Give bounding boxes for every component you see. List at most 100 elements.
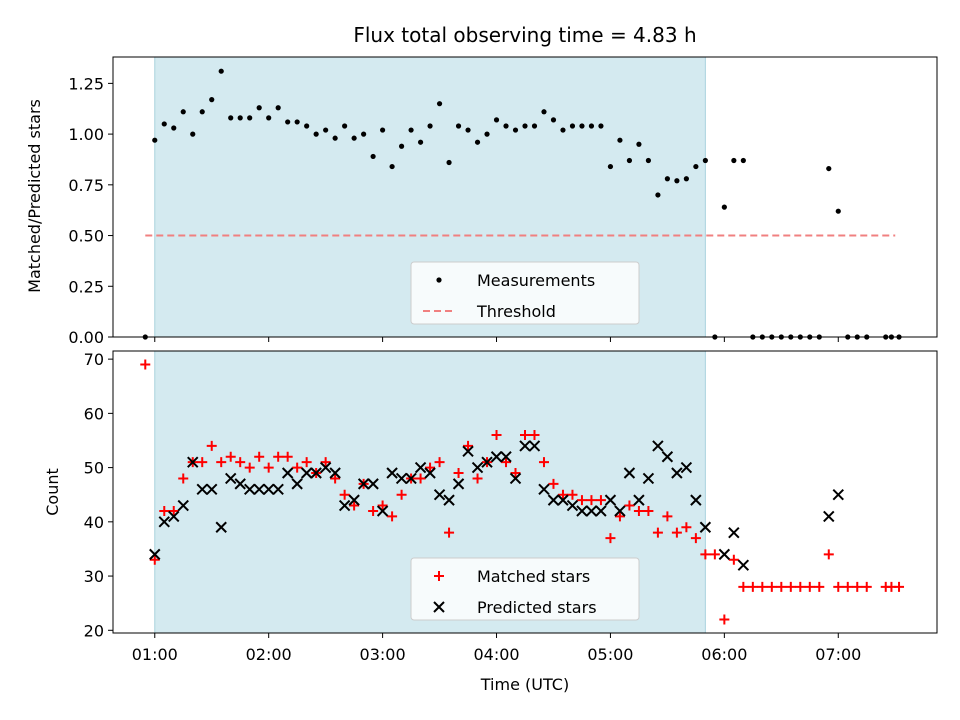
data-point (569, 123, 576, 129)
data-point (361, 131, 367, 137)
data-point (528, 440, 541, 452)
data-point (690, 533, 701, 544)
data-point (643, 505, 654, 516)
data-point (272, 483, 284, 495)
data-point (661, 451, 674, 463)
data-point (275, 105, 281, 111)
data-point (633, 505, 644, 516)
legend-entry: Threshold (423, 302, 556, 321)
x-axis-label: Time (UTC) (480, 675, 569, 694)
data-point (740, 157, 746, 164)
data-point (367, 478, 379, 490)
data-point (598, 123, 604, 129)
data-point (357, 478, 370, 490)
data-point (180, 109, 186, 115)
data-point (607, 163, 614, 170)
data-point (579, 123, 585, 129)
data-point (168, 505, 179, 516)
data-point (199, 109, 205, 115)
data-point (395, 472, 408, 485)
data-point (548, 478, 559, 489)
data-point (377, 500, 388, 511)
data-point (557, 489, 568, 500)
data-point (425, 462, 436, 473)
data-point (273, 451, 284, 462)
data-point (370, 153, 376, 160)
data-point (408, 127, 414, 133)
data-point (171, 125, 177, 131)
legend: Measurements Threshold (410, 261, 640, 325)
data-point (285, 119, 291, 125)
data-point (158, 516, 170, 528)
data-point (737, 559, 750, 571)
legend: Matched stars Predicted stars (410, 557, 640, 621)
data-point (674, 178, 680, 184)
data-point (728, 554, 739, 565)
data-point (721, 204, 727, 210)
data-point (852, 581, 863, 592)
x-tick-label: 03:00 (360, 645, 406, 664)
data-point (414, 461, 427, 474)
data-point (481, 456, 493, 468)
data-point (588, 123, 595, 129)
data-point (244, 462, 255, 473)
data-point (645, 157, 652, 164)
data-point (300, 467, 313, 479)
data-point (671, 527, 682, 538)
data-point (520, 430, 530, 441)
data-point (380, 127, 386, 133)
legend-box (410, 557, 640, 621)
data-point (718, 548, 731, 561)
data-point (617, 137, 623, 143)
data-point (512, 127, 519, 133)
data-point (424, 467, 436, 479)
data-point (253, 483, 265, 495)
data-point (702, 157, 708, 164)
data-point (731, 157, 737, 164)
data-point (633, 494, 645, 506)
data-point (823, 549, 834, 560)
data-point (681, 522, 692, 533)
data-point (427, 123, 433, 129)
chart-title: Flux total observing time = 4.83 h (353, 23, 696, 47)
data-point (531, 123, 538, 129)
data-point (652, 440, 664, 452)
data-point (463, 440, 474, 451)
data-point (586, 495, 597, 506)
data-point (177, 499, 189, 512)
data-point (738, 581, 749, 592)
data-point (557, 494, 569, 506)
data-point (662, 511, 673, 522)
y-tick-label: 0.75 (68, 176, 104, 195)
data-point (313, 131, 319, 137)
data-point (263, 462, 274, 473)
y-tick-label: 1.00 (68, 125, 104, 144)
data-point (861, 581, 872, 592)
data-point (509, 472, 522, 485)
data-point (234, 478, 246, 490)
data-point (623, 467, 636, 479)
x-tick-label: 02:00 (246, 645, 292, 664)
data-point (472, 473, 483, 484)
y-tick-label: 0.50 (68, 227, 104, 246)
data-point (215, 521, 227, 533)
data-point (452, 478, 465, 490)
data-point (281, 467, 294, 479)
data-point (338, 499, 351, 512)
data-point (433, 489, 446, 501)
data-point (680, 461, 693, 474)
data-point (235, 457, 246, 468)
series-predicted-stars (149, 440, 844, 571)
legend-entry: Measurements (436, 271, 595, 290)
data-point (243, 483, 256, 495)
data-point (329, 467, 341, 479)
data-point (304, 123, 310, 129)
count-panel: 20 30 40 50 60 70 01:00 02:00 03:00 04:00 05:00 06:… (84, 350, 938, 664)
data-point (605, 533, 616, 544)
data-point (471, 461, 484, 474)
legend-label: Matched stars (477, 567, 590, 586)
data-point (342, 123, 348, 129)
data-point (387, 511, 398, 522)
data-point (832, 489, 844, 501)
series-measurements (142, 68, 902, 340)
